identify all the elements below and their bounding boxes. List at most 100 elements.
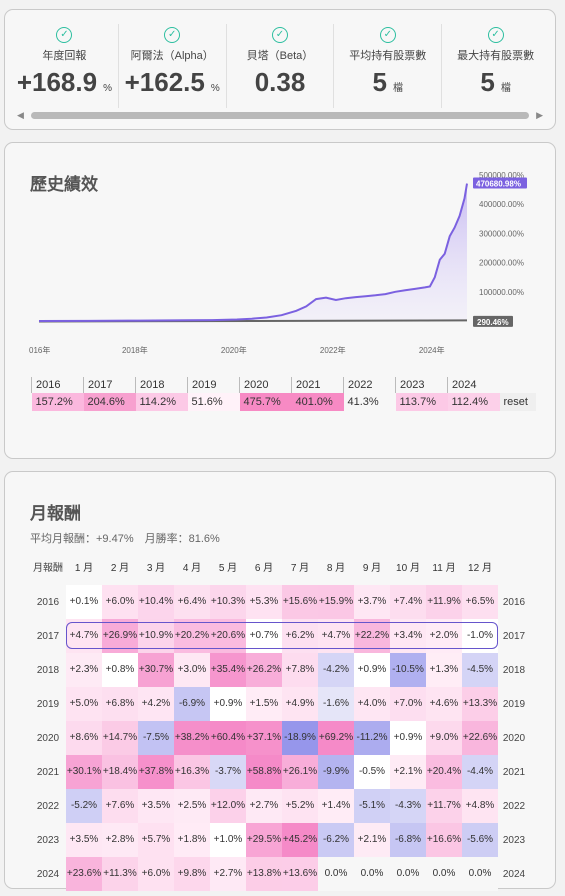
table-row[interactable]: 2023 +3.5% +2.8% +5.7% +1.8% +1.0% +29.5% +45.2… <box>30 823 530 857</box>
row-year-label: 2018 <box>36 664 60 676</box>
stat-value: +168.9 <box>16 67 98 97</box>
table-row[interactable]: 2017 +4.7% +26.9% +10.9% +20.2% +20.6% +0.7% +6… <box>30 619 530 653</box>
yearly-header-cell: 2022 <box>343 377 396 393</box>
stat-label: 貝塔（Beta） <box>246 50 314 62</box>
month-header: 1 月 <box>74 562 94 574</box>
yearly-header-cell: 2018 <box>135 377 188 393</box>
month-cell: +2.7% <box>246 789 282 823</box>
strategy-line <box>38 183 468 322</box>
month-cell: +20.4% <box>426 755 462 789</box>
month-cell: -9.9% <box>318 755 354 789</box>
month-cell: +20.6% <box>210 619 246 653</box>
month-header: 2 月 <box>110 562 130 574</box>
yearly-header-cell: 2024 <box>447 377 500 393</box>
month-cell: +6.2% <box>282 619 318 653</box>
x-tick-label: 2018年 <box>122 345 148 355</box>
month-cell: +4.0% <box>354 687 390 721</box>
month-cell: -4.3% <box>390 789 426 823</box>
x-tick-label: 2022年 <box>320 345 346 355</box>
yearly-value-cell: 475.7% <box>239 393 292 411</box>
month-cell: +3.5% <box>138 789 174 823</box>
month-cell: +13.3% <box>462 687 498 721</box>
x-tick-label: 2024年 <box>419 345 445 355</box>
month-cell: +4.8% <box>462 789 498 823</box>
month-cell: +16.3% <box>174 755 210 789</box>
yearly-header-cell: 2019 <box>187 377 240 393</box>
reset-button[interactable]: reset <box>499 393 536 411</box>
month-header: 9 月 <box>362 562 382 574</box>
month-cell: 0.0% <box>354 857 390 891</box>
table-row[interactable]: 2020 +8.6% +14.7% -7.5% +38.2% +60.4% +37.1% -1… <box>30 721 530 755</box>
month-cell: +11.9% <box>426 585 462 619</box>
table-row[interactable]: 2018 +2.3% +0.8% +30.7% +3.0% +35.4% +26.2% +7.… <box>30 653 530 687</box>
month-cell: +2.5% <box>174 789 210 823</box>
table-row[interactable]: 2016 +0.1% +6.0% +10.4% +6.4% +10.3% +5.3% +15.… <box>30 585 530 619</box>
month-cell: +9.0% <box>426 721 462 755</box>
horizontal-scrollbar[interactable]: ◀ ▶ <box>15 110 545 120</box>
month-cell: +6.5% <box>462 585 498 619</box>
month-cell: +5.2% <box>282 789 318 823</box>
table-row[interactable]: 2021 +30.1% +18.4% +37.8% +16.3% -3.7% +58.8% +… <box>30 755 530 789</box>
monthly-returns-card: 月報酬 平均月報酬：+9.47% 月勝率：81.6% 月報酬 1 月 2 月 3 月 4… <box>4 471 556 891</box>
month-cell: +26.9% <box>102 619 138 653</box>
month-cell: +5.0% <box>66 687 102 721</box>
month-cell: +30.1% <box>66 755 102 789</box>
month-cell: +5.7% <box>138 823 174 857</box>
stat-unit: 檔 <box>393 83 404 94</box>
month-cell: +12.0% <box>210 789 246 823</box>
month-cell: +3.4% <box>390 619 426 653</box>
month-cell: +2.1% <box>354 823 390 857</box>
row-year-label: 2024 <box>36 868 60 880</box>
row-year-label: 2017 <box>36 630 60 642</box>
month-cell: 0.0% <box>318 857 354 891</box>
month-header: 11 月 <box>432 562 456 574</box>
month-cell: +0.9% <box>390 721 426 755</box>
month-cell: -11.2% <box>354 721 390 755</box>
month-cell: +0.9% <box>354 653 390 687</box>
row-year-label-right: 2022 <box>502 800 526 812</box>
month-cell: -4.4% <box>462 755 498 789</box>
month-cell: +4.2% <box>138 687 174 721</box>
month-cell: -10.5% <box>390 653 426 687</box>
month-cell: +7.0% <box>390 687 426 721</box>
month-cell: -5.1% <box>354 789 390 823</box>
month-cell: +23.6% <box>66 857 102 891</box>
yearly-header-cell: 2016 <box>31 377 84 393</box>
row-year-label: 2023 <box>36 834 60 846</box>
month-cell: +10.3% <box>210 585 246 619</box>
row-year-label-right: 2016 <box>502 596 526 608</box>
month-cell: +1.0% <box>210 823 246 857</box>
month-cell: +6.0% <box>138 857 174 891</box>
month-cell: +4.7% <box>66 619 102 653</box>
month-cell: +38.2% <box>174 721 210 755</box>
table-row[interactable]: 2019 +5.0% +6.8% +4.2% -6.9% +0.9% +1.5% +4.9% -… <box>30 687 530 721</box>
table-row[interactable]: 2022 -5.2% +7.6% +3.5% +2.5% +12.0% +2.7% +5.2%… <box>30 789 530 823</box>
month-cell: +2.8% <box>102 823 138 857</box>
month-cell: +37.1% <box>246 721 282 755</box>
month-cell: +35.4% <box>210 653 246 687</box>
month-header: 4 月 <box>182 562 202 574</box>
performance-title: 歷史績效 <box>30 175 98 194</box>
table-row[interactable]: 2024 +23.6% +11.3% +6.0% +9.8% +2.7% +13.8% +13… <box>30 857 530 891</box>
scroll-left-icon[interactable]: ◀ <box>17 110 24 120</box>
monthly-heatmap: 月報酬 1 月 2 月 3 月 4 月 5 月 6 月 7 月 8 月 9 月 10 月 11 月 12… <box>30 557 530 891</box>
scroll-right-icon[interactable]: ▶ <box>536 110 543 120</box>
month-cell: -18.9% <box>282 721 318 755</box>
row-year-label-right: 2017 <box>502 630 526 642</box>
yearly-value-cell: 41.3% <box>343 393 396 411</box>
yearly-header-cell: 2017 <box>83 377 136 393</box>
month-cell: -3.7% <box>210 755 246 789</box>
month-cell: 0.0% <box>390 857 426 891</box>
month-cell: +15.9% <box>318 585 354 619</box>
scrollbar-thumb[interactable] <box>31 112 529 119</box>
month-cell: -4.2% <box>318 653 354 687</box>
stat-label: 平均持有股票數 <box>349 50 427 62</box>
month-header: 6 月 <box>254 562 274 574</box>
month-cell: +13.8% <box>246 857 282 891</box>
month-cell: +11.7% <box>426 789 462 823</box>
stats-row: ✓ 年度回報 +168.9% ✓ 阿爾法（Alpha） +162.5% ✓ 貝塔… <box>11 24 549 108</box>
y-tick-label: 200000.00% <box>479 259 524 268</box>
month-cell: +1.3% <box>426 653 462 687</box>
